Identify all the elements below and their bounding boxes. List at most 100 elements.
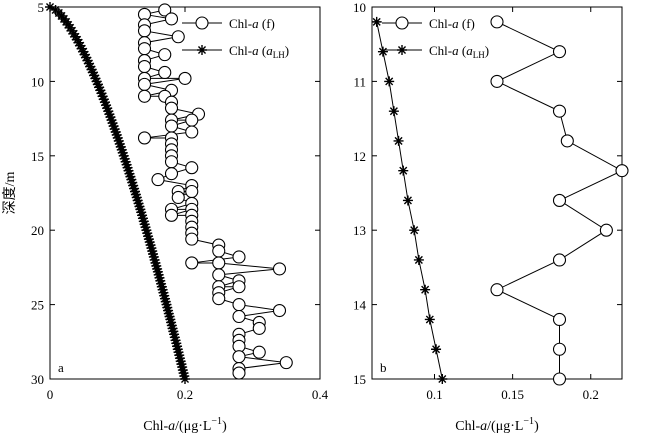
marker-asterisk [89,70,100,81]
marker-circle [232,250,246,264]
marker-asterisk [154,272,165,283]
marker-asterisk [78,46,89,57]
x-axis-label: Chl-a/(μg·L−1) [143,416,227,434]
marker-asterisk [45,2,55,12]
marker-asterisk [165,314,176,325]
legend-label-f: Chl-a (f) [429,16,475,31]
marker-asterisk [371,16,382,27]
marker-asterisk [157,284,168,295]
marker-asterisk [148,251,159,262]
marker-circle [171,30,185,44]
series-chl-a-f [490,15,629,386]
marker-circle [212,292,226,306]
marker-asterisk [112,132,123,143]
marker-circle [158,65,172,80]
marker-circle [232,350,246,364]
marker-asterisk [424,314,435,325]
series-chl-a-lh [371,16,448,384]
marker-asterisk [137,210,148,221]
marker-circle [164,101,179,115]
marker-circle [178,71,192,85]
marker-asterisk [169,332,180,343]
marker-asterisk [177,362,188,373]
x-tick-label: 0.2 [583,387,599,402]
marker-circle [272,262,287,276]
marker-asterisk [81,52,92,63]
marker-circle [137,131,152,145]
plot-frame [371,6,623,380]
marker-asterisk [107,118,118,129]
marker-asterisk [163,308,174,319]
marker-asterisk [76,43,87,54]
marker-asterisk [117,147,128,158]
y-tick-label: 13 [353,223,366,238]
marker-asterisk [170,335,181,346]
marker-asterisk [143,234,154,245]
marker-circle [185,125,199,139]
marker-asterisk [90,73,101,84]
marker-circle [164,155,179,169]
marker-asterisk [377,46,388,57]
marker-circle [151,173,165,187]
marker-asterisk [159,293,170,304]
marker-asterisk [178,368,189,379]
marker-circle [490,283,504,297]
panel-label: a [58,360,64,375]
marker-asterisk [164,311,175,322]
marker-circle [279,356,293,370]
marker-asterisk [174,350,185,361]
y-tick-label: 20 [31,223,44,238]
y-tick-label: 10 [31,74,44,89]
marker-asterisk [113,135,124,146]
marker-circle [232,309,246,324]
marker-circle [164,12,179,26]
marker-asterisk [73,37,84,48]
marker-circle [552,253,567,267]
marker-asterisk [125,171,136,182]
marker-asterisk [92,79,103,90]
marker-asterisk [109,124,120,135]
marker-asterisk [420,284,431,295]
marker-asterisk [168,326,179,337]
marker-asterisk [136,207,147,218]
marker-circle [552,312,567,327]
marker-asterisk [118,150,129,161]
legend-label-f: Chl-a (f) [229,16,275,31]
y-tick-label: 25 [31,298,44,313]
marker-asterisk [177,365,188,376]
marker-asterisk [132,195,143,206]
marker-asterisk [155,275,166,286]
marker-asterisk [101,100,112,111]
panel-b: 0.1 0.15 0.2 10 11 12 13 14 15 Chl-a/(μg·L−1) b Chl… [353,0,629,434]
marker-asterisk [85,61,96,72]
marker-asterisk [393,135,404,146]
series-line [144,9,287,374]
series-line [49,6,186,380]
marker-asterisk [173,347,184,358]
marker-asterisk [72,34,83,45]
marker-asterisk [105,112,116,123]
marker-asterisk [137,213,148,224]
marker-asterisk [75,40,86,51]
marker-circle [212,244,226,258]
marker-circle [552,104,567,118]
marker-asterisk [409,225,420,236]
marker-asterisk [152,266,163,277]
marker-circle [232,298,246,312]
marker-asterisk [115,141,126,152]
marker-asterisk [108,121,119,132]
x-tick-label: 0.15 [501,387,524,402]
legend-label-lh: Chl-a (aLH) [429,43,489,60]
marker-asterisk [134,201,145,212]
marker-asterisk [175,356,186,367]
marker-asterisk [143,231,154,242]
marker-circle [272,304,287,318]
marker-asterisk [106,115,117,126]
marker-circle [552,342,567,356]
marker-circle [158,48,172,62]
marker-asterisk [102,103,113,114]
x-tick-label: 0.4 [312,387,329,402]
marker-asterisk [124,168,135,179]
marker-circle [185,232,199,246]
marker-asterisk [65,22,76,33]
